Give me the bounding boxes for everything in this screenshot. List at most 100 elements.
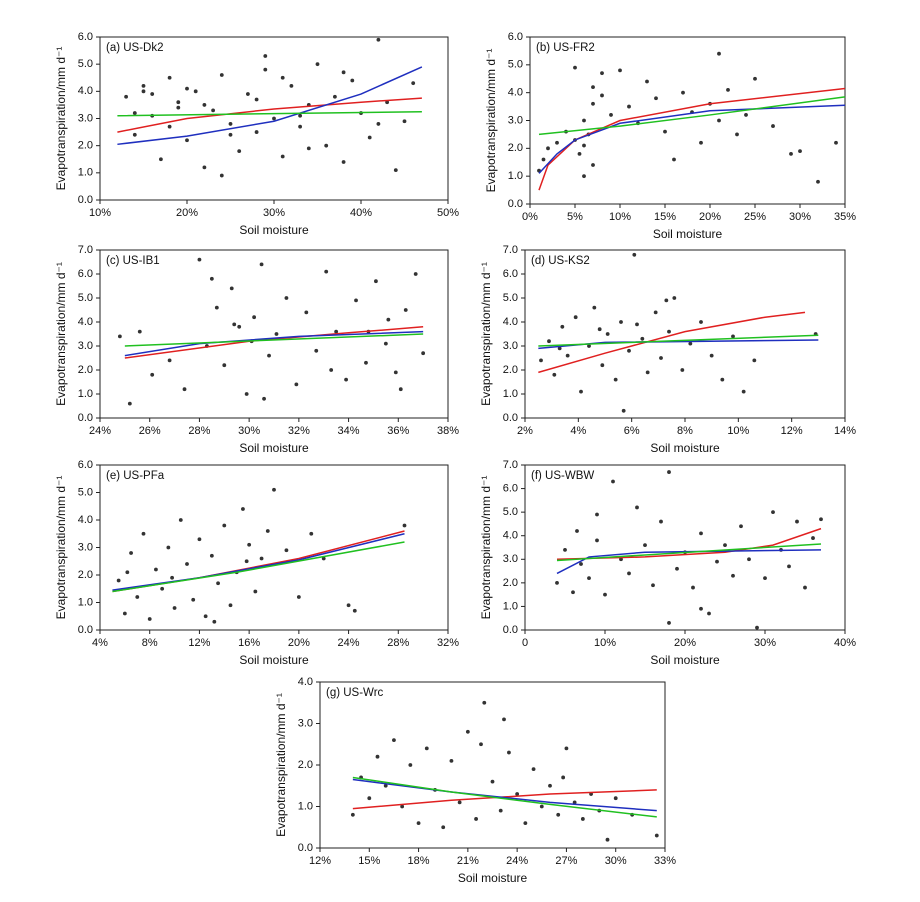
data-point: [803, 585, 807, 590]
data-point: [197, 537, 202, 542]
data-point: [611, 479, 615, 484]
panel-title: (d) US-KS2: [531, 255, 590, 267]
data-point: [680, 368, 685, 372]
y-tick-label: 3.0: [503, 340, 518, 352]
data-point: [672, 157, 676, 162]
data-point: [132, 111, 137, 115]
x-tick-label: 20%: [674, 637, 696, 649]
data-point: [564, 746, 569, 751]
data-point: [605, 837, 610, 842]
y-tick-label: 7.0: [503, 244, 518, 256]
data-point: [573, 315, 578, 320]
data-point: [643, 543, 647, 548]
data-point: [228, 132, 233, 137]
data-point: [386, 317, 391, 322]
data-point: [341, 160, 346, 164]
data-point: [699, 606, 703, 611]
data-point: [548, 783, 552, 788]
data-point: [167, 124, 172, 129]
y-axis-label: Evapotranspiration/mm d⁻¹: [479, 476, 493, 620]
data-point: [621, 408, 626, 413]
data-point: [755, 625, 759, 630]
x-tick-label: 25%: [744, 211, 766, 223]
data-point: [280, 154, 285, 159]
data-point: [263, 67, 268, 72]
data-point: [609, 113, 613, 117]
y-tick-label: 2.0: [508, 142, 523, 154]
data-point: [699, 531, 703, 536]
data-point: [787, 564, 791, 569]
data-point: [560, 324, 565, 329]
x-tick-label: 8%: [142, 637, 158, 649]
data-point: [263, 54, 268, 58]
data-point: [672, 296, 677, 300]
fit-curve: [352, 776, 657, 818]
data-point: [731, 573, 735, 578]
data-point: [203, 614, 208, 619]
y-tick-label: 4.0: [78, 316, 93, 328]
data-point: [582, 143, 586, 148]
data-point: [413, 272, 418, 276]
data-point: [502, 717, 506, 722]
data-point: [141, 84, 146, 88]
data-point: [707, 611, 711, 616]
x-tick-label: 12%: [309, 855, 331, 867]
fit-curve: [112, 533, 405, 591]
plot-frame: [99, 249, 449, 419]
data-point: [408, 763, 413, 767]
data-point: [209, 553, 214, 558]
data-point: [216, 581, 220, 586]
data-point: [202, 165, 207, 170]
data-point: [403, 308, 408, 312]
data-point: [667, 470, 671, 474]
x-tick-label: 30%: [754, 637, 776, 649]
y-tick-label: 2.0: [78, 140, 93, 152]
data-point: [479, 742, 483, 747]
y-tick-label: 2.0: [503, 577, 518, 589]
x-tick-label: 20%: [288, 637, 310, 649]
data-point: [579, 389, 583, 394]
y-tick-label: 3.0: [78, 340, 93, 352]
y-tick-label: 4.0: [78, 85, 93, 97]
y-tick-label: 3.0: [503, 553, 518, 565]
x-tick-label: 28%: [387, 637, 409, 649]
data-point: [653, 310, 658, 315]
panel: 12% 15% 18% 21% 24% 27% 30% 33% 0.0 1.0 2.0 3.0 4.0 (…: [274, 676, 676, 885]
data-point: [247, 542, 252, 547]
data-point: [498, 808, 503, 813]
data-point: [329, 368, 334, 372]
x-tick-label: 10%: [609, 211, 631, 223]
data-point: [664, 298, 669, 303]
data-point: [771, 124, 775, 128]
panel-title: (e) US-PFa: [106, 470, 165, 482]
data-point: [246, 92, 250, 96]
data-point: [334, 329, 339, 334]
data-point: [154, 567, 158, 572]
data-point: [715, 559, 719, 564]
data-point: [747, 557, 751, 562]
x-tick-label: 33%: [654, 855, 676, 867]
data-point: [272, 116, 276, 121]
data-point: [298, 124, 302, 129]
x-tick-label: 30%: [605, 855, 627, 867]
data-point: [539, 358, 543, 363]
data-point: [254, 130, 259, 134]
x-tick-label: 27%: [555, 855, 577, 867]
data-point: [811, 536, 815, 540]
data-point: [681, 90, 685, 95]
data-point: [202, 103, 207, 107]
x-tick-label: 30%: [789, 211, 811, 223]
plot-frame: [524, 464, 846, 631]
fit-curve: [117, 66, 423, 146]
y-tick-label: 6.0: [78, 31, 93, 43]
y-tick-label: 6.0: [78, 268, 93, 280]
data-point: [667, 329, 671, 334]
data-point: [632, 252, 637, 257]
data-point: [191, 597, 196, 602]
data-point: [259, 262, 264, 267]
y-tick-label: 1.0: [78, 596, 93, 608]
data-point: [129, 551, 133, 555]
data-point: [376, 37, 381, 42]
x-tick-label: 40%: [834, 637, 856, 649]
data-point: [117, 334, 122, 339]
